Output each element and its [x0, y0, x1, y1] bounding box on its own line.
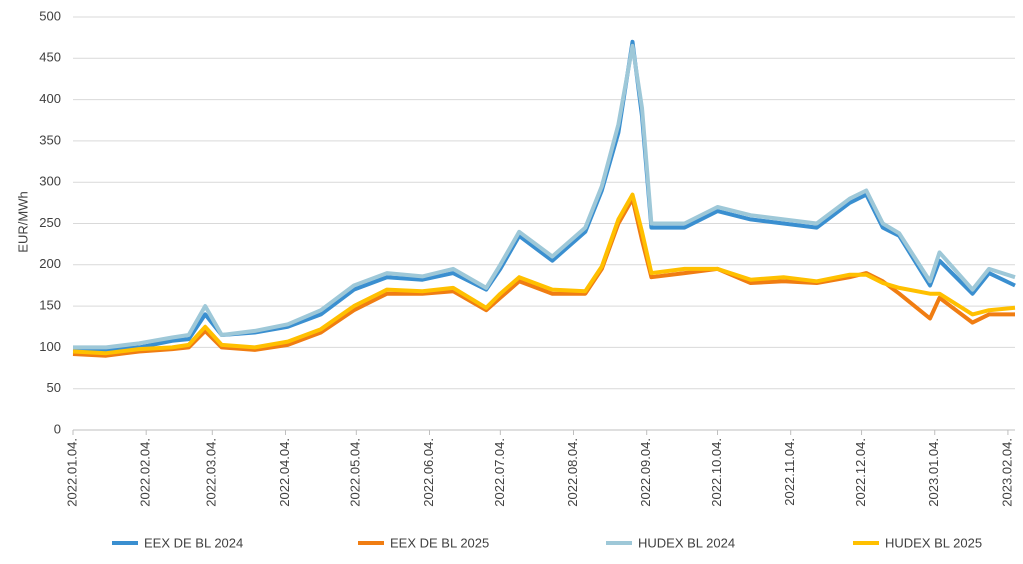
y-tick-label: 0 — [54, 421, 61, 436]
series-line — [72, 39, 1016, 352]
legend-label: EEX DE BL 2024 — [144, 535, 243, 550]
x-tick-label: 2022.10.04. — [709, 438, 724, 507]
y-tick-label: 350 — [39, 132, 61, 147]
x-tick-label: 2022.08.04. — [565, 438, 580, 507]
y-tick-label: 200 — [39, 256, 61, 271]
y-tick-label: 250 — [39, 215, 61, 230]
y-tick-label: 100 — [39, 339, 61, 354]
x-tick-label: 2022.06.04. — [421, 438, 436, 507]
x-tick-label: 2022.05.04. — [348, 438, 363, 507]
x-tick-label: 2022.11.04. — [782, 438, 797, 506]
x-tick-label: 2022.03.04. — [204, 438, 219, 507]
legend-label: HUDEX BL 2025 — [885, 535, 982, 550]
x-tick-label: 2022.07.04. — [492, 438, 507, 507]
x-tick-label: 2022.04.04. — [277, 438, 292, 507]
x-tick-label: 2022.12.04. — [853, 438, 868, 507]
y-tick-label: 450 — [39, 50, 61, 65]
x-tick-label: 2023.01.04. — [926, 438, 941, 507]
y-tick-label: 400 — [39, 91, 61, 106]
x-tick-label: 2022.02.04. — [138, 438, 153, 507]
x-tick-label: 2023.02.04. — [999, 438, 1014, 507]
series-line — [73, 43, 1016, 350]
y-tick-label: 150 — [39, 298, 61, 313]
y-tick-label: 500 — [39, 8, 61, 23]
legend-label: EEX DE BL 2025 — [390, 535, 489, 550]
x-tick-label: 2022.09.04. — [638, 438, 653, 507]
y-tick-label: 300 — [39, 174, 61, 189]
y-tick-label: 50 — [47, 380, 61, 395]
legend-label: HUDEX BL 2024 — [638, 535, 735, 550]
series-line — [72, 192, 1016, 356]
x-tick-label: 2022.01.04. — [64, 438, 79, 507]
y-axis-label: EUR/MWh — [15, 191, 30, 252]
